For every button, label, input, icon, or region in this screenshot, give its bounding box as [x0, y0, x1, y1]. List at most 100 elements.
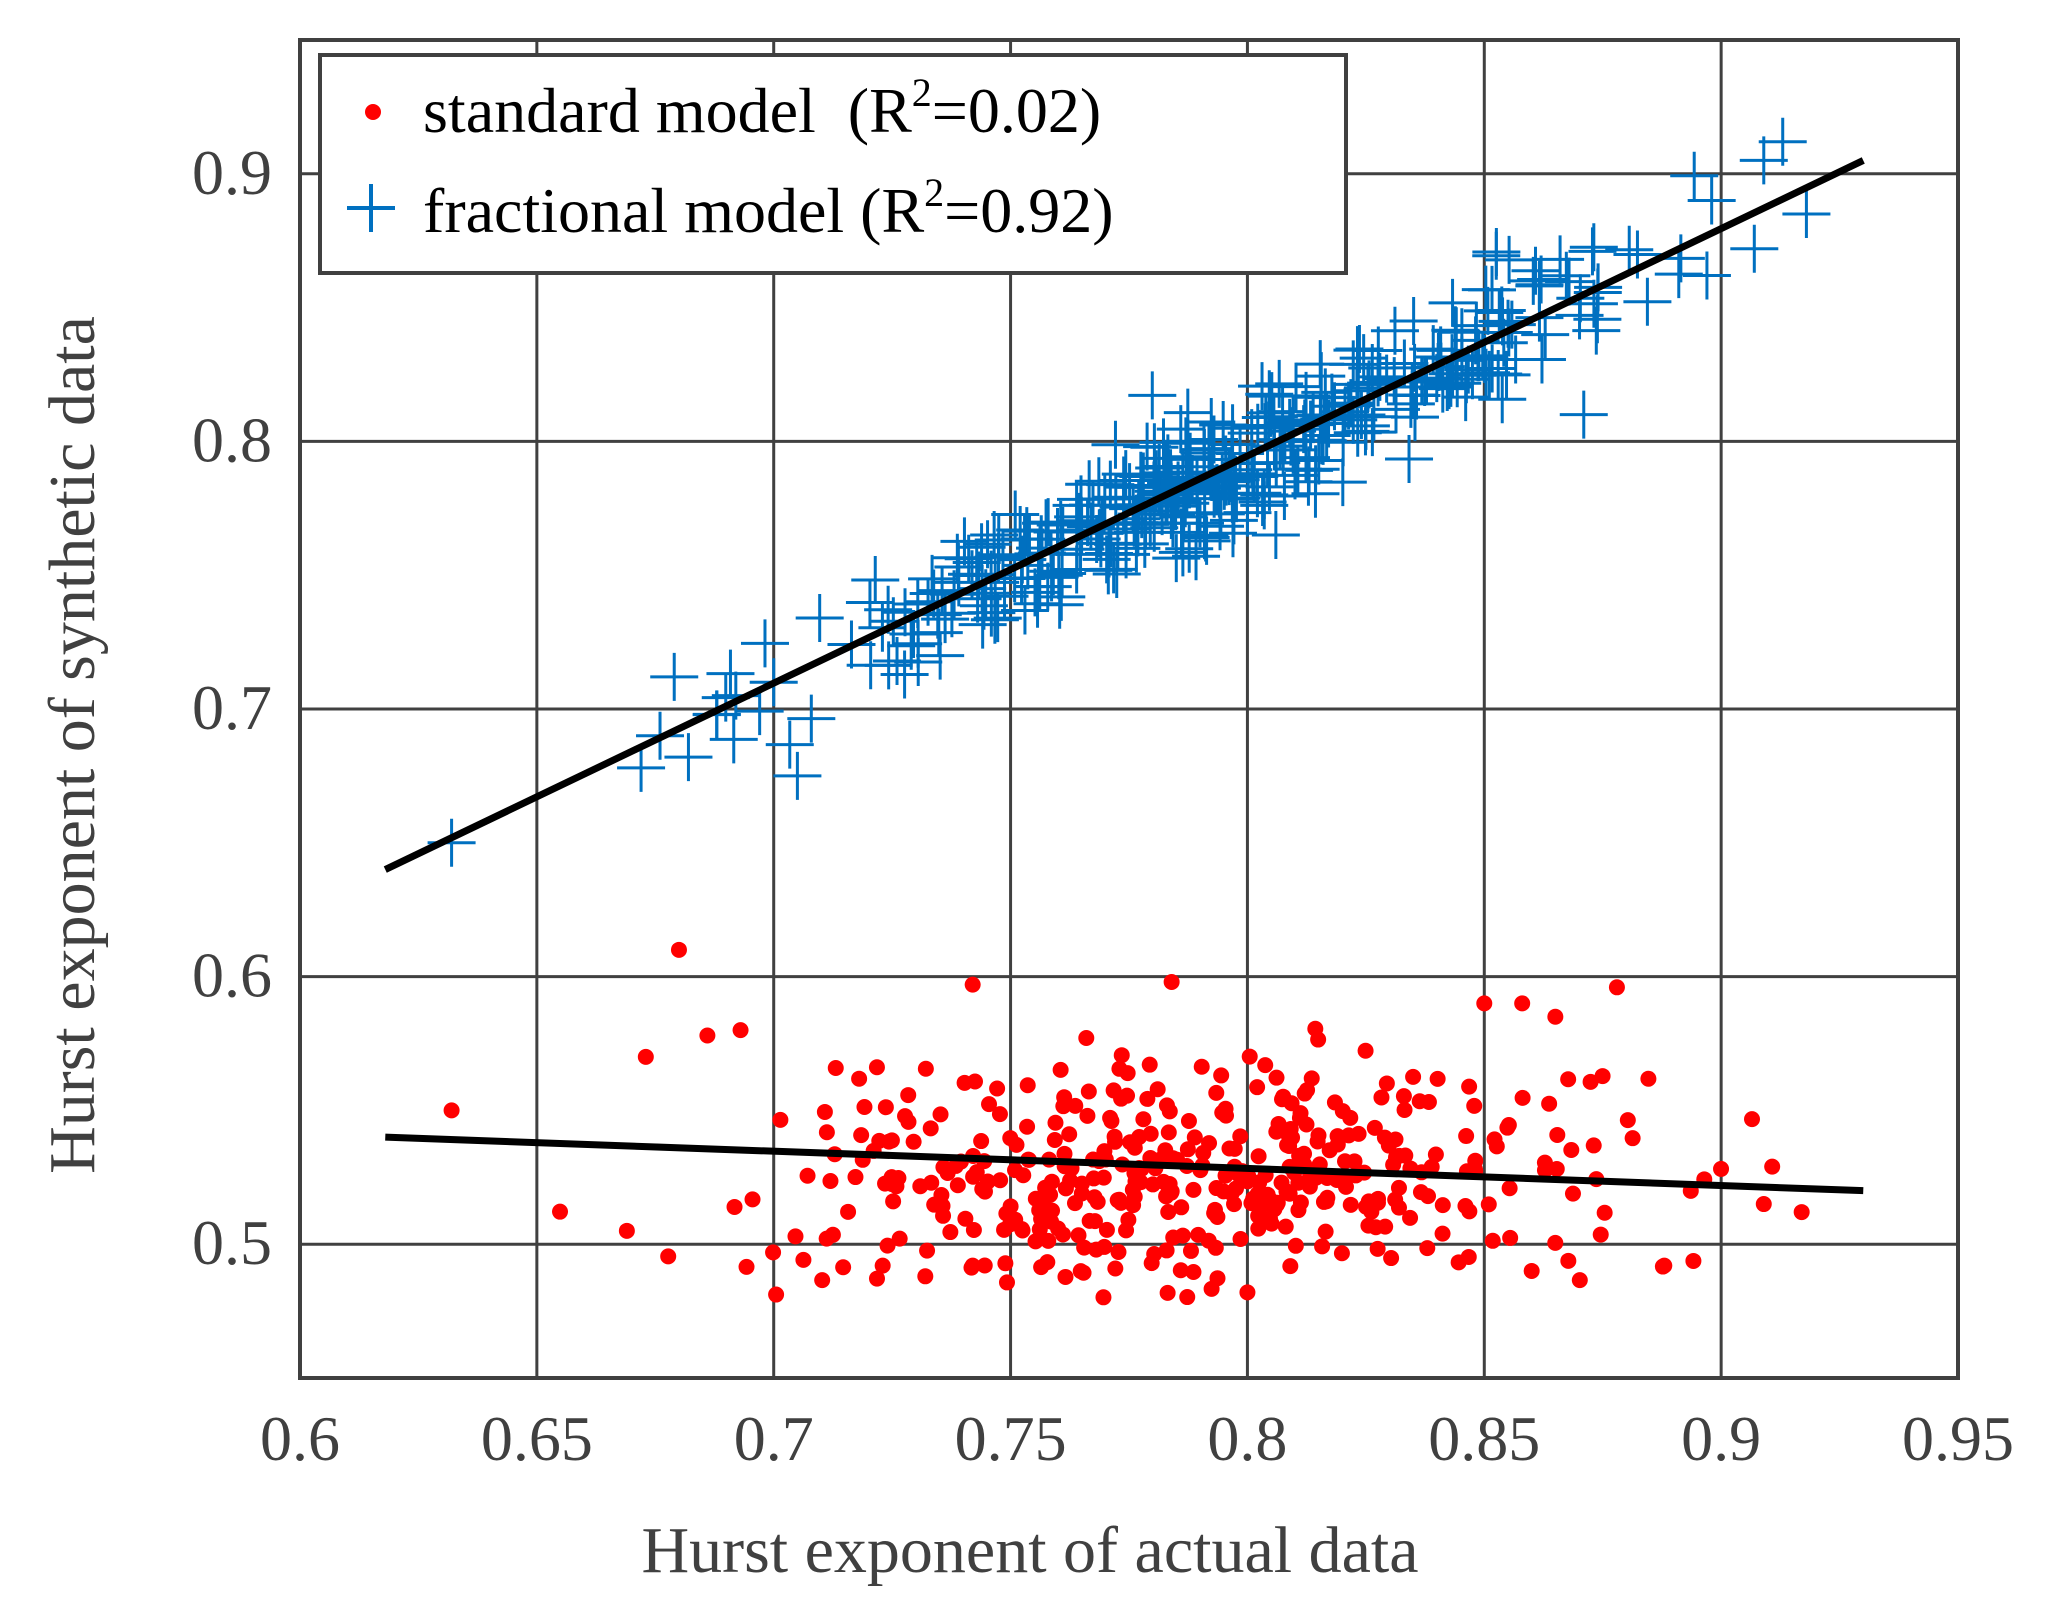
standard-model-point	[1514, 1089, 1531, 1106]
standard-model-point	[818, 1124, 835, 1141]
x-tick-label: 0.9	[1681, 1403, 1761, 1474]
standard-model-point	[1089, 1193, 1106, 1210]
standard-model-point	[1373, 1089, 1390, 1106]
standard-model-point	[1126, 1165, 1143, 1182]
standard-model-point	[1159, 1284, 1176, 1301]
standard-model-point	[1072, 1263, 1089, 1280]
standard-model-point	[976, 1257, 993, 1274]
legend: standard model (R2=0.02) fractional mode…	[318, 53, 1348, 275]
standard-model-point	[1095, 1289, 1112, 1306]
fractional-model-point	[1739, 136, 1788, 185]
standard-model-point	[1619, 1112, 1636, 1129]
standard-model-point	[856, 1098, 873, 1115]
fractional-model-point	[996, 506, 1045, 555]
fractional-model-point	[617, 743, 666, 792]
standard-model-point	[1232, 1128, 1249, 1145]
standard-model-point	[964, 976, 981, 993]
fractional-model-point	[1120, 519, 1169, 568]
fractional-model-point	[1116, 451, 1165, 500]
standard-model-point	[787, 1228, 804, 1245]
y-tick-label: 0.8	[192, 404, 272, 475]
standard-model-point	[618, 1222, 635, 1239]
standard-model-point	[1466, 1097, 1483, 1114]
standard-model-point	[1209, 1270, 1226, 1287]
fractional-model-point	[1428, 278, 1477, 327]
standard-model-point	[1239, 1173, 1256, 1190]
fractional-model-point	[1038, 549, 1087, 598]
standard-model-point	[1582, 1073, 1599, 1090]
x-tick-label: 0.85	[1428, 1403, 1540, 1474]
fractional-model-point	[1335, 324, 1384, 373]
standard-model-point	[1047, 1114, 1064, 1131]
standard-model-point	[1217, 1167, 1234, 1184]
standard-model-point	[1460, 1248, 1477, 1265]
standard-model-point	[1206, 1205, 1223, 1222]
standard-model-point	[1002, 1130, 1019, 1147]
standard-model-point	[1014, 1222, 1031, 1239]
standard-model-point	[637, 1048, 654, 1065]
legend-entry-standard: standard model (R2=0.02)	[423, 70, 1101, 146]
standard-model-point	[1585, 1137, 1602, 1154]
standard-model-point	[1179, 1141, 1196, 1158]
fractional-model-point	[1730, 224, 1779, 273]
fractional-model-point	[1441, 373, 1490, 422]
standard-model-point	[1541, 1095, 1558, 1112]
standard-model-point	[1182, 1242, 1199, 1259]
standard-model-point	[799, 1167, 816, 1184]
fractional-model-points	[427, 117, 1831, 867]
fit-lines	[383, 157, 1865, 1195]
standard-model-point	[1564, 1185, 1581, 1202]
standard-model-point	[1239, 1284, 1256, 1301]
standard-model-point	[851, 1070, 868, 1087]
standard-model-point	[1179, 1289, 1196, 1306]
standard-model-point	[1031, 1202, 1048, 1219]
standard-model-point	[1139, 1090, 1156, 1107]
standard-model-point	[853, 1127, 870, 1144]
standard-model-point	[1149, 1081, 1166, 1098]
standard-model-point	[974, 1181, 991, 1198]
standard-model-point	[981, 1096, 998, 1113]
fractional-model-point	[1509, 256, 1558, 305]
standard-model-point	[1250, 1148, 1267, 1165]
standard-model-point	[1333, 1245, 1350, 1262]
fractional-model-point	[1687, 176, 1736, 225]
fractional-model-point	[1605, 225, 1654, 274]
fractional-model-point	[1542, 251, 1591, 300]
standard-model-point	[1420, 1093, 1437, 1110]
standard-model-point	[874, 1257, 891, 1274]
standard-model-point	[917, 1268, 934, 1285]
standard-model-point	[1208, 1084, 1225, 1101]
standard-model-point	[922, 1120, 939, 1137]
standard-model-point	[1107, 1133, 1124, 1150]
standard-model-point	[1571, 1272, 1588, 1289]
standard-model-point	[1427, 1146, 1444, 1163]
fractional-model-point	[970, 510, 1019, 559]
y-tick-label: 0.5	[192, 1207, 272, 1278]
fractional-model-point	[1152, 534, 1201, 583]
fractional-model-point	[1511, 246, 1560, 295]
x-tick-label: 0.6	[260, 1403, 340, 1474]
standard-model-point	[905, 1133, 922, 1150]
standard-model-point	[997, 1255, 1014, 1272]
fractional-model-point	[664, 733, 713, 782]
standard-model-point	[1052, 1061, 1069, 1078]
x-tick-label: 0.8	[1207, 1403, 1287, 1474]
standard-model-point	[1292, 1194, 1309, 1211]
standard-model-point	[1793, 1204, 1810, 1221]
standard-model-point	[1395, 1088, 1412, 1105]
standard-model-point	[1046, 1132, 1063, 1149]
standard-model-point	[1744, 1111, 1761, 1128]
standard-model-point	[1624, 1130, 1641, 1147]
fractional-model-point	[1249, 392, 1298, 441]
standard-model-point	[1146, 1246, 1163, 1263]
standard-model-point	[1560, 1252, 1577, 1269]
standard-model-point	[923, 1174, 940, 1191]
standard-model-point	[1434, 1225, 1451, 1242]
y-tick-label: 0.6	[192, 940, 272, 1011]
standard-model-point	[1549, 1126, 1566, 1143]
standard-model-point	[1055, 1098, 1072, 1115]
fractional-model-point	[1036, 501, 1085, 550]
standard-model-point	[1385, 1156, 1402, 1173]
